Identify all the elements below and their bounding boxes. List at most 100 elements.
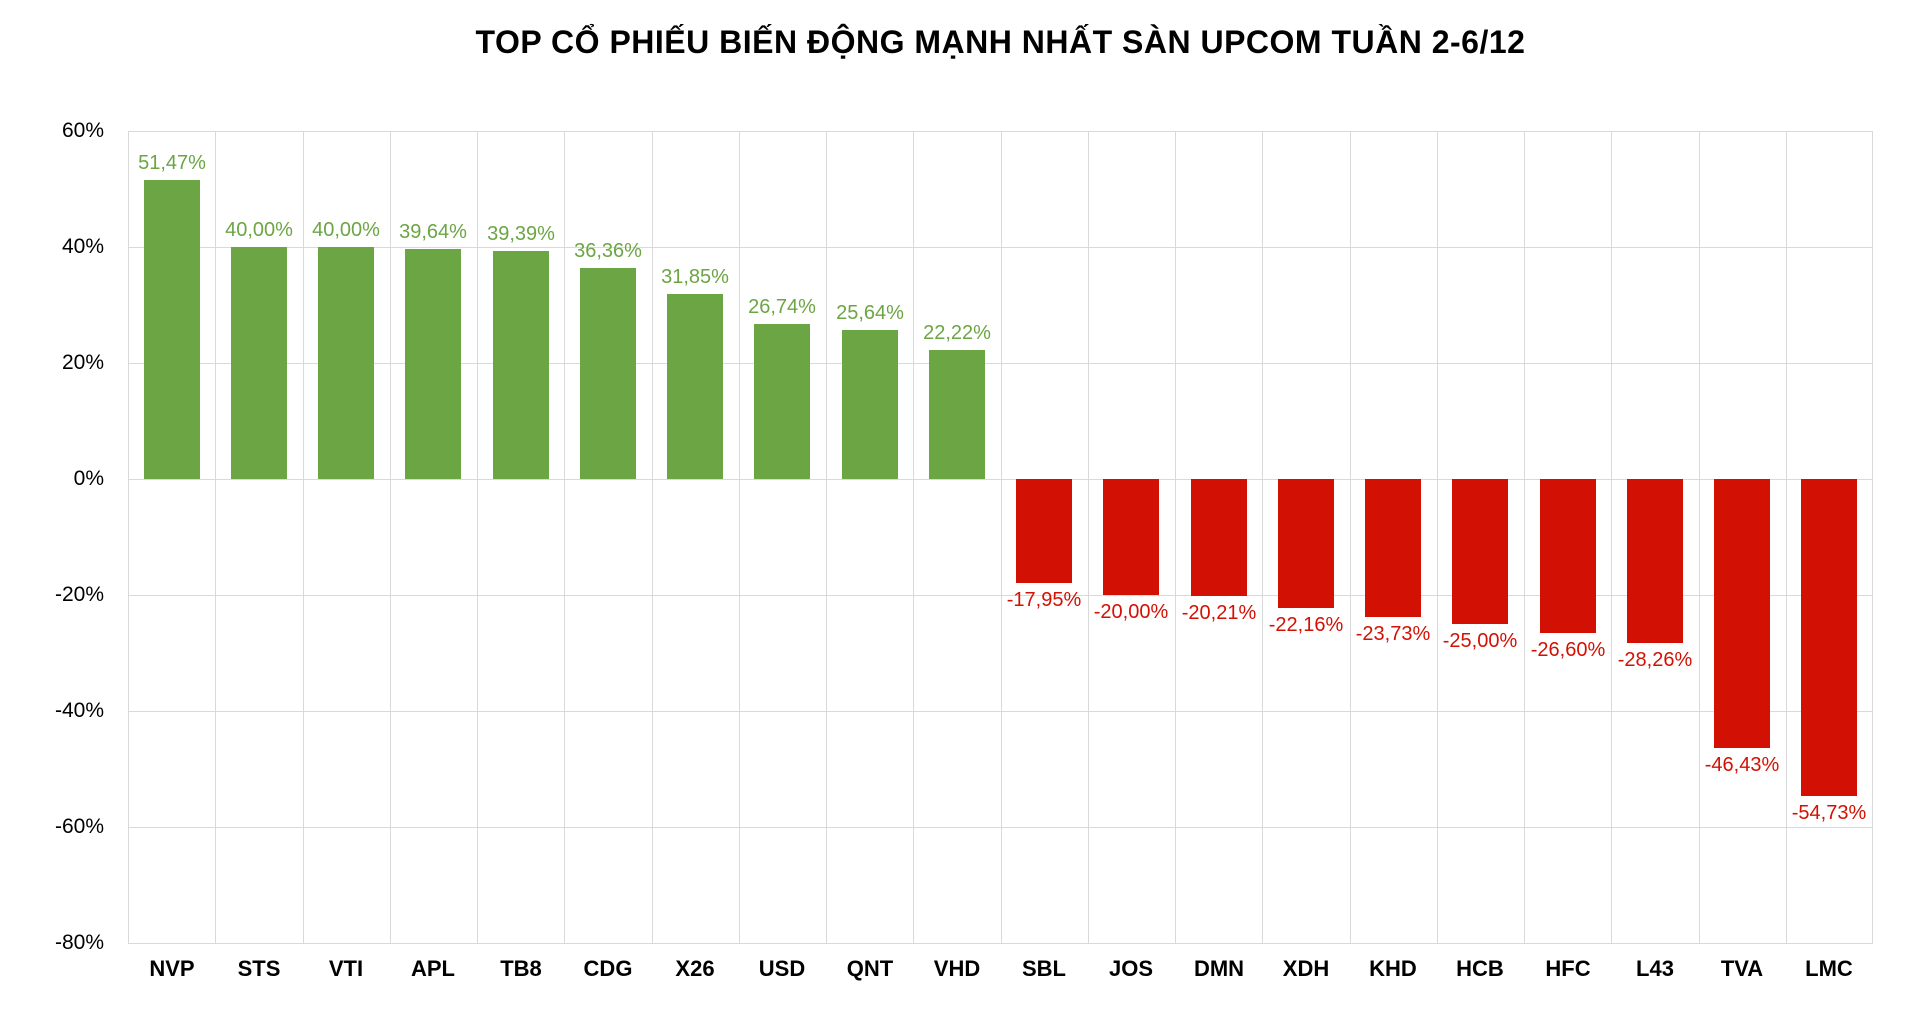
h-gridline xyxy=(128,131,1873,132)
v-gridline xyxy=(390,131,391,943)
x-tick-label-X26: X26 xyxy=(675,956,715,981)
x-tick-label-CDG: CDG xyxy=(583,956,633,981)
x-tick-label-KHD: KHD xyxy=(1369,956,1417,981)
h-gridline xyxy=(128,827,1873,828)
bar-value-label-VHD: 22,22% xyxy=(923,322,991,344)
bar-value-label-JOS: -20,00% xyxy=(1093,601,1169,623)
x-tick-label-LMC: LMC xyxy=(1805,956,1853,981)
bar-CDG xyxy=(580,268,636,479)
x-tick-label-TVA: TVA xyxy=(1720,956,1764,981)
x-tick-label-QNT: QNT xyxy=(846,956,894,981)
bar-X26 xyxy=(667,294,723,479)
x-tick-label-APL: APL xyxy=(411,956,455,981)
v-gridline xyxy=(1262,131,1263,943)
v-gridline xyxy=(1611,131,1612,943)
bar-VHD xyxy=(929,350,985,479)
y-tick-label: -60% xyxy=(54,815,104,838)
x-tick-label-NVP: NVP xyxy=(149,956,195,981)
v-gridline xyxy=(303,131,304,943)
v-gridline xyxy=(652,131,653,943)
x-tick-label-L43: L43 xyxy=(1636,956,1674,981)
x-tick-label-VHD: VHD xyxy=(933,956,981,981)
bar-HFC xyxy=(1540,479,1596,633)
v-gridline xyxy=(1350,131,1351,943)
bar-XDH xyxy=(1278,479,1334,608)
h-gridline xyxy=(128,595,1873,596)
v-gridline xyxy=(1872,131,1873,943)
bar-value-label-STS: 40,00% xyxy=(225,219,293,241)
v-gridline xyxy=(1088,131,1089,943)
bar-value-label-APL: 39,64% xyxy=(399,221,467,243)
bar-value-label-NVP: 51,47% xyxy=(138,152,206,174)
y-tick-label: -80% xyxy=(54,931,104,954)
bar-HCB xyxy=(1452,479,1508,624)
bar-value-label-TB8: 39,39% xyxy=(487,223,555,245)
bar-value-label-LMC: -54,73% xyxy=(1791,802,1867,824)
bar-VTI xyxy=(318,247,374,479)
bar-value-label-L43: -28,26% xyxy=(1617,649,1693,671)
bar-value-label-QNT: 25,64% xyxy=(836,302,904,324)
bar-value-label-USD: 26,74% xyxy=(748,296,816,318)
v-gridline xyxy=(128,131,129,943)
x-tick-label-HCB: HCB xyxy=(1456,956,1504,981)
y-tick-label: 20% xyxy=(61,351,104,374)
bar-value-label-HFC: -26,60% xyxy=(1530,639,1606,661)
x-tick-label-VTI: VTI xyxy=(328,956,364,981)
y-tick-label: -20% xyxy=(54,583,104,606)
bar-APL xyxy=(405,249,461,479)
bar-value-label-CDG: 36,36% xyxy=(574,240,642,262)
chart-title: TOP CỔ PHIẾU BIẾN ĐỘNG MẠNH NHẤT SÀN UPC… xyxy=(475,24,1526,60)
x-tick-label-TB8: TB8 xyxy=(500,956,542,981)
bar-STS xyxy=(231,247,287,479)
bar-USD xyxy=(754,324,810,479)
h-gridline xyxy=(128,479,1873,480)
bar-NVP xyxy=(144,180,200,479)
x-tick-label-JOS: JOS xyxy=(1108,956,1154,981)
bar-L43 xyxy=(1627,479,1683,643)
bar-KHD xyxy=(1365,479,1421,617)
bar-value-label-TVA: -46,43% xyxy=(1704,754,1780,776)
x-tick-label-SBL: SBL xyxy=(1022,956,1066,981)
bar-JOS xyxy=(1103,479,1159,595)
bar-value-label-DMN: -20,21% xyxy=(1181,602,1257,624)
v-gridline xyxy=(1001,131,1002,943)
x-tick-label-DMN: DMN xyxy=(1193,956,1245,981)
y-tick-label: 60% xyxy=(61,119,104,142)
bar-value-label-XDH: -22,16% xyxy=(1268,614,1344,636)
y-tick-label: -40% xyxy=(54,699,104,722)
bar-LMC xyxy=(1801,479,1857,796)
v-gridline xyxy=(913,131,914,943)
x-tick-label-USD: USD xyxy=(758,956,806,981)
x-tick-label-STS: STS xyxy=(237,956,281,981)
bar-value-label-HCB: -25,00% xyxy=(1442,630,1518,652)
h-gridline xyxy=(128,943,1873,944)
bar-SBL xyxy=(1016,479,1072,583)
v-gridline xyxy=(1437,131,1438,943)
v-gridline xyxy=(215,131,216,943)
bar-value-label-KHD: -23,73% xyxy=(1355,623,1431,645)
bar-TVA xyxy=(1714,479,1770,748)
v-gridline xyxy=(1524,131,1525,943)
bar-value-label-SBL: -17,95% xyxy=(1006,589,1082,611)
bar-TB8 xyxy=(493,251,549,479)
y-tick-label: 0% xyxy=(73,467,104,490)
v-gridline xyxy=(826,131,827,943)
h-gridline xyxy=(128,247,1873,248)
h-gridline xyxy=(128,363,1873,364)
v-gridline xyxy=(1699,131,1700,943)
v-gridline xyxy=(564,131,565,943)
x-tick-label-HFC: HFC xyxy=(1545,956,1591,981)
x-tick-label-XDH: XDH xyxy=(1282,956,1330,981)
bar-value-label-VTI: 40,00% xyxy=(312,219,380,241)
plot-area: 51,47% 40,00% 40,00% 39,64% 39,39% 36,36% 31,8… xyxy=(128,131,1873,944)
bar-QNT xyxy=(842,330,898,479)
h-gridline xyxy=(128,711,1873,712)
y-tick-label: 40% xyxy=(61,235,104,258)
v-gridline xyxy=(739,131,740,943)
bar-DMN xyxy=(1191,479,1247,596)
v-gridline xyxy=(477,131,478,943)
v-gridline xyxy=(1175,131,1176,943)
v-gridline xyxy=(1786,131,1787,943)
bar-value-label-X26: 31,85% xyxy=(661,266,729,288)
